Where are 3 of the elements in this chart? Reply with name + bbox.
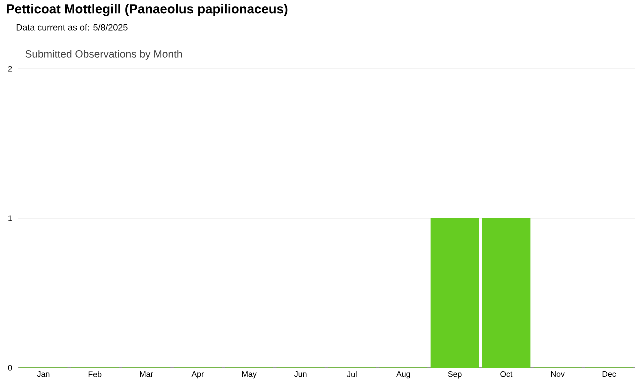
text: Submitted Observations by Month: [26, 50, 182, 60]
chart-subtitle: Data current as of: 5/8/2025: [16, 24, 128, 31]
chart-title: Petticoat Mottlegill (Panaeolus papilionaceus): [7, 4, 288, 16]
